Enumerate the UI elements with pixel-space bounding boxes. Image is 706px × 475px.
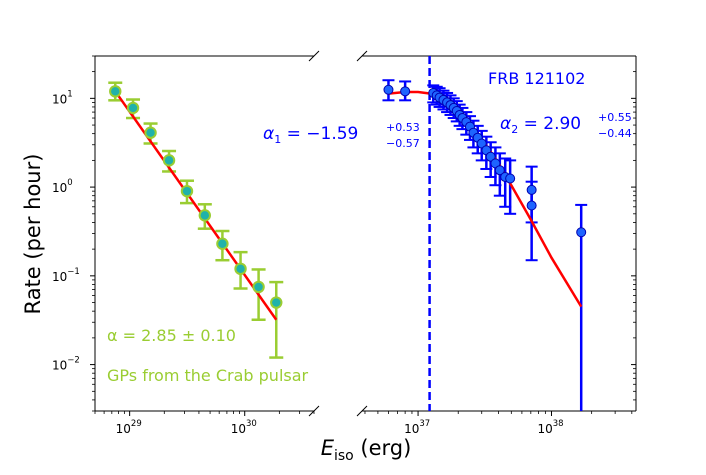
frb-data-point: [383, 84, 394, 95]
y-tick-label: 101: [52, 89, 73, 106]
alpha2-sup: +0.55: [598, 111, 632, 124]
right-marks: [382, 56, 588, 411]
alpha2-eq: = 2.90: [518, 114, 581, 134]
y-tick-exp: 1: [67, 89, 72, 99]
y-tick-exp: −1: [67, 267, 80, 277]
alpha2-main: α2 = 2.90: [500, 114, 581, 136]
y-tick-base: 10: [52, 270, 67, 284]
break-mark-top-left: [308, 50, 320, 62]
alpha1-main: α1 = −1.59: [263, 124, 358, 146]
right-ticks: 1037 1038: [364, 55, 636, 436]
frb-data-point: [476, 138, 487, 149]
x-tick-base: 10: [116, 422, 131, 436]
x-axis-label-main: E: [321, 436, 335, 460]
x-tick-base: 10: [404, 422, 419, 436]
x-tick-exp: 30: [246, 419, 257, 429]
x-tick-label: 1029: [116, 419, 142, 436]
crab-fit-line: [114, 90, 278, 321]
frb-data-point: [576, 227, 587, 238]
alpha1-low: −0.57: [386, 137, 420, 150]
break-mark-top-right: [356, 50, 368, 62]
crab-data-point: [162, 154, 176, 167]
y-tick-exp: 0: [67, 178, 72, 188]
x-tick-label: 1037: [404, 419, 430, 436]
y-tick-label: 10−1: [52, 267, 80, 284]
crab-data-point: [252, 280, 265, 294]
x-tick-label: 1030: [231, 419, 257, 436]
alpha2-symbol: α: [500, 114, 511, 134]
alpha1-annotation: α1 = −1.59 +0.53 −0.57: [263, 121, 420, 150]
y-tick-label: 10−2: [52, 356, 80, 373]
y-tick-base: 10: [52, 92, 67, 106]
alpha2-low: −0.44: [598, 127, 632, 140]
x-tick-exp: 29: [131, 419, 142, 429]
break-mark-bottom-right: [356, 405, 368, 417]
x-axis-label: Eiso (erg): [321, 436, 412, 464]
crab-data-point: [270, 296, 283, 309]
frb-data-point: [526, 184, 537, 195]
frb-data-point: [494, 165, 505, 176]
x-tick-base: 10: [231, 422, 246, 436]
alpha1-symbol: α: [263, 124, 274, 144]
alpha1-sup: +0.53: [386, 121, 420, 134]
x-tick-exp: 38: [553, 419, 564, 429]
x-tick-base: 10: [537, 422, 552, 436]
alpha2-annotation: α2 = 2.90 +0.55 −0.44: [500, 111, 632, 140]
crab-legend-annotation: GPs from the Crab pulsar: [107, 366, 309, 385]
alpha1-eq: = −1.59: [281, 124, 358, 144]
x-axis-label-sub: iso: [334, 448, 354, 464]
frb-data-point: [505, 173, 516, 184]
frb-title-annotation: FRB 121102: [488, 69, 585, 88]
x-axis-label-unit: (erg): [354, 436, 412, 460]
y-tick-exp: −2: [67, 356, 80, 366]
crab-data-point: [126, 101, 140, 115]
alpha2-sub: 2: [511, 123, 518, 136]
frb-data-point: [526, 200, 537, 211]
crab-data-point: [198, 209, 212, 222]
left-marks: [108, 81, 284, 359]
right-panel: 1037 1038: [362, 55, 637, 436]
axis-break-markers: [308, 50, 368, 417]
frb-data-point: [400, 86, 411, 97]
crab-data-point: [216, 237, 229, 250]
crab-data-point: [234, 262, 247, 276]
y-axis-label: Rate (per hour): [21, 154, 45, 315]
x-tick-exp: 37: [419, 419, 430, 429]
alpha1-sub: 1: [274, 133, 281, 146]
frb-data-point: [485, 151, 496, 162]
crab-data-point: [109, 85, 122, 98]
crab-data-point: [144, 126, 157, 139]
x-tick-label: 1038: [537, 419, 563, 436]
y-tick-label: 100: [52, 178, 73, 195]
crab-data-point: [180, 184, 194, 198]
break-mark-bottom-left: [308, 405, 320, 417]
y-tick-base: 10: [52, 181, 67, 195]
crab-alpha-annotation: α = 2.85 ± 0.10: [107, 326, 236, 345]
y-tick-base: 10: [52, 359, 67, 373]
